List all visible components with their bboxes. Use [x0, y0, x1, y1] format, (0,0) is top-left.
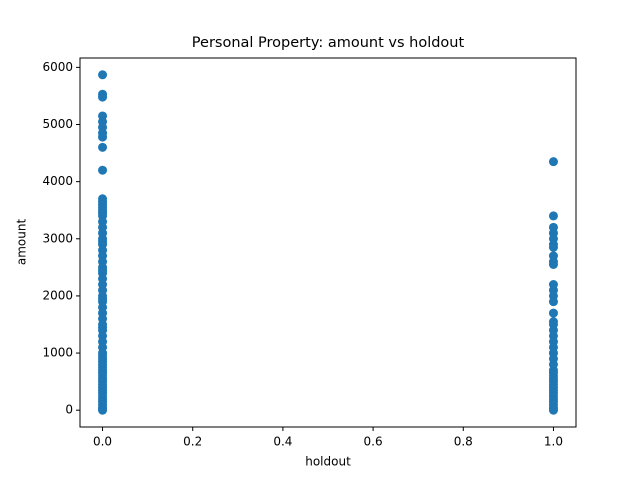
y-axis-label: amount	[15, 219, 29, 266]
point	[548, 405, 558, 415]
y-tick-label: 4000	[42, 174, 73, 188]
point	[548, 297, 558, 307]
x-axis-label: holdout	[305, 455, 351, 469]
point	[548, 157, 558, 167]
y-tick-label: 2000	[42, 288, 73, 302]
x-tick-label: 0.0	[93, 435, 112, 449]
x-tick-label: 0.4	[273, 435, 292, 449]
x-tick-label: 0.8	[454, 435, 473, 449]
point	[98, 405, 108, 415]
point	[98, 165, 108, 175]
x-tick-label: 0.2	[183, 435, 202, 449]
point	[98, 132, 108, 142]
point	[548, 242, 558, 252]
y-tick-label: 1000	[42, 346, 73, 360]
chart-title: Personal Property: amount vs holdout	[192, 35, 465, 51]
x-tick-label: 1.0	[544, 435, 563, 449]
point	[548, 308, 558, 318]
y-tick-label: 5000	[42, 117, 73, 131]
point	[548, 259, 558, 269]
point	[98, 92, 108, 102]
point	[98, 142, 108, 152]
point	[98, 70, 108, 80]
y-tick-label: 0	[65, 403, 73, 417]
point	[548, 211, 558, 221]
plot-frame	[79, 57, 577, 428]
y-tick-label: 6000	[42, 60, 73, 74]
x-tick-label: 0.6	[364, 435, 383, 449]
y-tick-label: 3000	[42, 231, 73, 245]
